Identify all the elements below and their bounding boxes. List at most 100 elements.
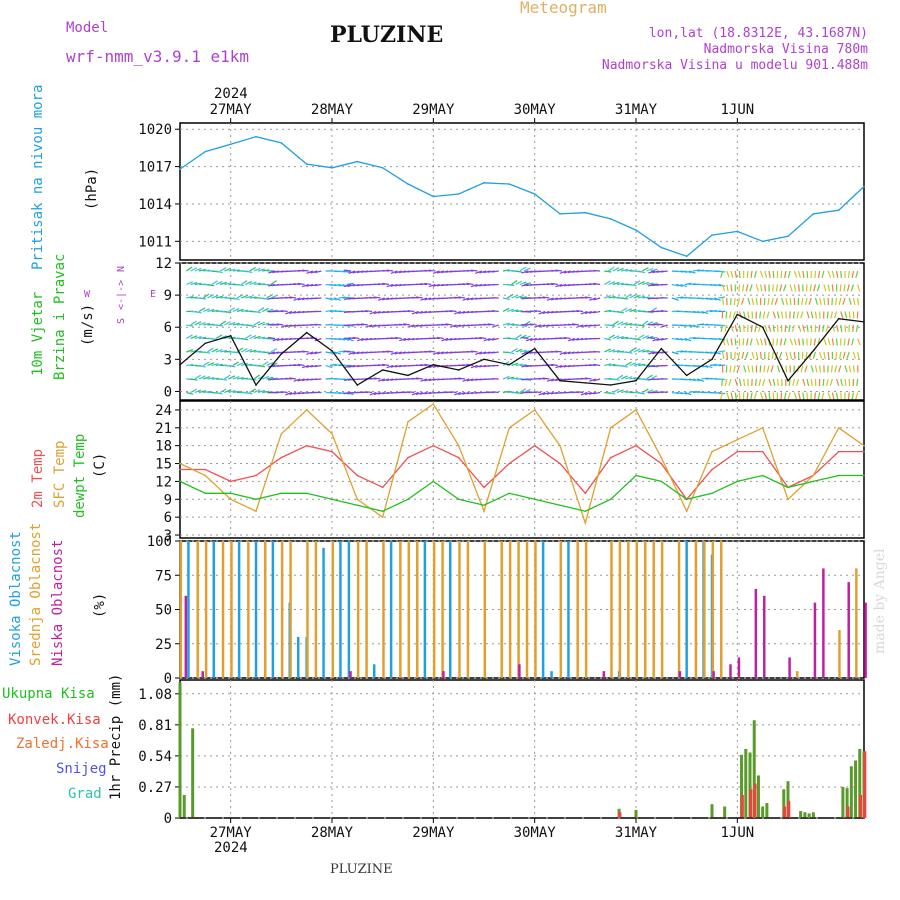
wind-barb <box>338 296 346 299</box>
temp-data-point <box>179 468 181 471</box>
wind-barb <box>333 351 341 355</box>
wind-barb <box>215 349 223 353</box>
wind-barb <box>186 391 194 395</box>
wind-barb <box>338 337 346 341</box>
wind-barb <box>784 324 787 333</box>
wind-barb <box>753 392 757 400</box>
wind-barb <box>272 351 280 355</box>
pressure-ytick-label: 1014 <box>138 197 172 213</box>
wind-barb <box>202 361 210 367</box>
wind-barb <box>475 270 483 274</box>
wind-data-point <box>863 321 865 323</box>
wind-barb <box>768 270 771 278</box>
wind-barb <box>646 350 654 353</box>
wind-barb <box>390 351 398 355</box>
cloud-bar <box>627 541 630 678</box>
wind-barb <box>612 281 620 286</box>
wind-barb <box>424 363 432 367</box>
wind-barb <box>325 351 333 354</box>
wind-barb <box>764 392 768 400</box>
temp-data-point <box>711 492 713 495</box>
temp-data-point <box>179 462 181 465</box>
wind-barb <box>249 334 257 340</box>
temp-data-point <box>685 510 688 512</box>
wind-barb <box>608 295 616 299</box>
wind-barb <box>203 390 211 394</box>
wind-barb <box>453 391 461 396</box>
wind-barb <box>257 307 265 313</box>
wind-barb <box>660 270 668 273</box>
wind-barb <box>783 338 787 346</box>
wind-barb <box>333 283 342 287</box>
temp-series-line <box>179 474 864 512</box>
wind-barb <box>797 270 801 278</box>
wind-barb <box>546 283 554 286</box>
wind-barb <box>356 270 364 274</box>
wind-barb <box>190 335 198 340</box>
wind-barb <box>843 284 846 292</box>
wind-barb <box>793 392 798 400</box>
wind-barb <box>593 282 601 286</box>
precip-bar <box>845 788 849 818</box>
wind-barb <box>342 270 350 273</box>
wind-barb <box>224 389 232 394</box>
wind-barb <box>789 297 792 306</box>
wind-barb <box>398 351 407 355</box>
wind-barb <box>641 320 649 326</box>
wind-barb <box>352 351 360 355</box>
wind-barb <box>207 347 214 353</box>
wind-barb <box>420 310 428 314</box>
wind-barb <box>377 283 385 286</box>
wind-data-point <box>432 363 435 366</box>
temp-ytick-label: 12 <box>155 474 172 490</box>
wind-barb <box>621 364 629 368</box>
subtitle: Meteogram <box>520 0 607 17</box>
wind-barb <box>851 392 855 400</box>
wind-barb <box>215 391 223 395</box>
wind-barb <box>580 391 588 396</box>
wind-barb <box>253 282 261 286</box>
wind-barb <box>745 351 749 359</box>
wind-barb <box>593 297 601 301</box>
wind-barb <box>390 283 398 287</box>
wind-barb <box>369 296 377 299</box>
temp-data-point <box>761 474 764 477</box>
temp-data-point <box>736 480 739 483</box>
precip-ytick-label: 0 <box>164 811 172 827</box>
wind-barb <box>768 324 772 332</box>
wind-barb <box>334 337 342 341</box>
wind-barb <box>688 390 696 394</box>
wind-barb <box>829 378 833 386</box>
pressure-data-point <box>837 209 840 211</box>
wind-barb <box>245 348 253 353</box>
wind-barb <box>453 310 461 315</box>
wind-barb <box>224 310 232 314</box>
cloud-bar <box>660 541 664 678</box>
pressure-data-point <box>280 142 283 144</box>
wind-barb <box>576 337 584 341</box>
precip-bar <box>846 806 850 818</box>
wind-barb <box>580 324 588 328</box>
pressure-data-point <box>584 211 587 214</box>
cloud-bar <box>855 568 858 678</box>
wind-barb <box>515 310 523 313</box>
wind-barb <box>572 337 580 342</box>
legend-rain: Ukupna Kisa <box>2 686 95 702</box>
wind-barb <box>521 336 529 340</box>
wind-barb <box>751 351 755 359</box>
wind-ytick-label: 0 <box>164 384 172 400</box>
wind-barb <box>814 392 817 400</box>
wind-barb <box>515 270 523 273</box>
wind-barb <box>743 378 746 387</box>
temp-data-point <box>711 468 713 471</box>
wind-barb <box>734 338 737 346</box>
wind-barb <box>612 296 620 299</box>
wind-barb <box>428 378 436 382</box>
x-tick-label-bottom: 27MAY <box>210 825 253 841</box>
precip-bar <box>182 795 186 818</box>
precip-bar <box>710 804 714 818</box>
wind-barb <box>652 323 660 326</box>
temp-data-point <box>457 444 460 447</box>
precip-bar <box>723 806 727 818</box>
wind-barb <box>428 350 436 353</box>
